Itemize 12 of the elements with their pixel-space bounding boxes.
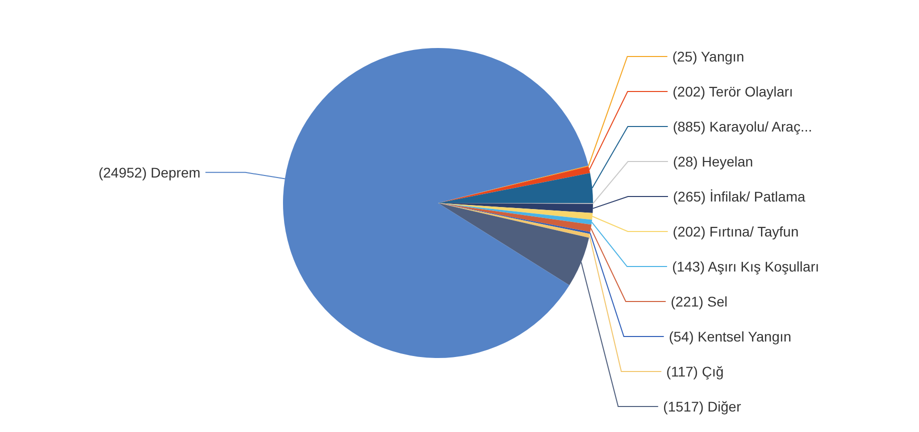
slice-label: (221) Sel [670, 294, 728, 310]
slice-label: (117) Çığ [666, 364, 724, 380]
slice-label: (25) Yangın [672, 48, 744, 64]
slice-label: (143) Aşırı Kış Koşulları [672, 258, 820, 274]
slice-label: (1517) Diğer [663, 398, 742, 414]
slice-label: (54) Kentsel Yangın [668, 328, 792, 344]
slice-label: (202) Terör Olayları [672, 84, 793, 100]
slice-label: (885) Karayolu/ Araç... [672, 118, 812, 134]
slice-label: (265) İnfilak/ Patlama [673, 188, 806, 204]
slice-label: (28) Heyelan [672, 154, 754, 170]
slice-label: (24952) Deprem [98, 164, 200, 180]
slice-label: (202) Fırtına/ Tayfun [672, 224, 799, 240]
